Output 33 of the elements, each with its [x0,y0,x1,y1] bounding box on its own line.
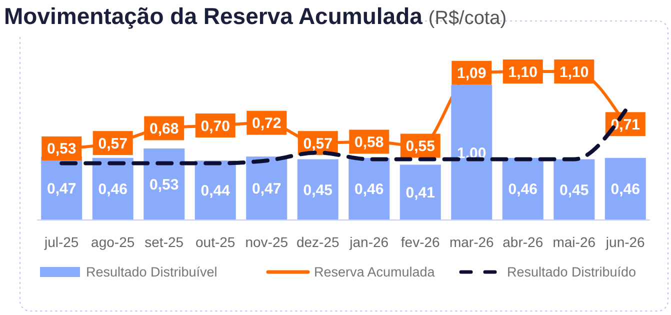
bar [400,164,441,220]
x-tick-label: jul-25 [43,234,79,250]
x-tick-label: mai-26 [552,234,596,250]
bar [451,85,492,220]
x-tick-label: jun-26 [604,234,646,250]
chart-title: Movimentação da Reserva Acumulada [4,3,422,29]
bar [604,158,646,220]
x-tick-label: nov-25 [245,234,288,250]
data-label: 0,46 [508,181,538,198]
data-label: 0,46 [610,181,640,198]
legend-label: Resultado Distribuível [86,264,218,280]
x-tick-label: set-25 [144,234,184,250]
data-label: 0,45 [560,182,589,199]
data-label: 0,44 [200,182,231,200]
data-label: 0,45 [303,182,332,199]
chart-subtitle: (R$/cota) [428,8,507,29]
x-tick-label: jan-26 [348,234,389,250]
legend-label: Reserva Acumulada [314,264,436,280]
x-tick-label: dez-25 [296,234,340,250]
data-label: 0,46 [98,181,128,198]
legend-label: Resultado Distribuído [507,264,636,280]
x-tick-label: abr-26 [502,234,544,250]
data-label: 0,47 [252,180,282,198]
x-tick-label: out-25 [196,234,236,250]
data-label: 0,41 [406,184,435,202]
x-tick-label: fev-26 [400,234,440,250]
data-label: 0,46 [354,181,384,198]
data-label: 0,47 [47,180,76,198]
bar [554,159,595,220]
x-tick-label: mar-26 [449,234,494,250]
data-label: 0,53 [150,176,179,194]
x-tick-label: ago-25 [91,234,135,250]
bar [297,159,338,220]
